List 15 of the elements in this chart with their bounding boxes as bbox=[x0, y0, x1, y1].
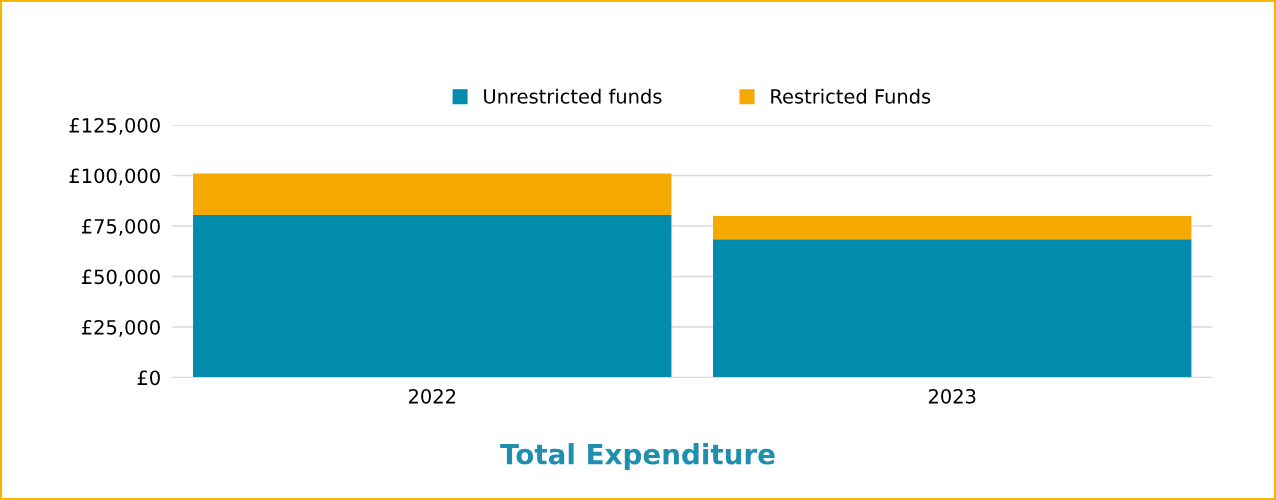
y-tick-label: £125,000 bbox=[69, 117, 160, 135]
x-tick-label: 2022 bbox=[408, 388, 456, 404]
x-tick-label: 2023 bbox=[928, 388, 976, 404]
legend-label: Unrestricted funds bbox=[484, 88, 662, 104]
bar bbox=[193, 214, 672, 378]
text: Total Expenditure bbox=[500, 443, 775, 470]
bar bbox=[193, 173, 672, 215]
bar bbox=[713, 215, 1192, 240]
y-tick-label: £100,000 bbox=[69, 168, 160, 186]
y-tick-label: £75,000 bbox=[81, 218, 160, 236]
y-tick-label: £25,000 bbox=[81, 319, 160, 337]
bar bbox=[713, 239, 1192, 378]
y-tick-label: £50,000 bbox=[81, 269, 160, 287]
legend-label: Restricted Funds bbox=[771, 88, 931, 104]
y-tick-label: £0 bbox=[137, 370, 160, 386]
